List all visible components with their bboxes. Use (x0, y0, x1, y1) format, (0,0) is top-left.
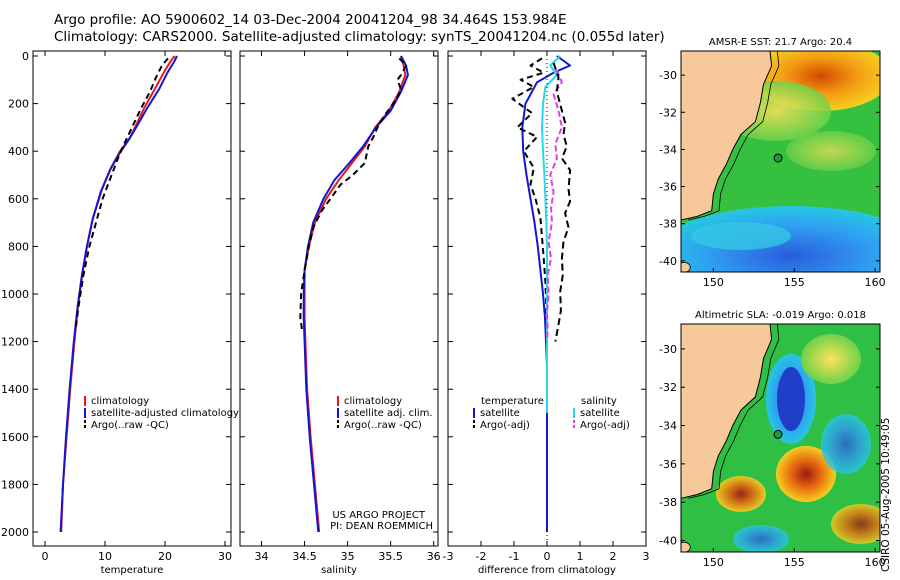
series-line-argo-raw-qc- (74, 57, 169, 330)
x-tick-label: -3 (443, 550, 454, 563)
legend-title-salinity: salinity (581, 396, 617, 407)
x-axis-label: difference from climatology (478, 565, 616, 576)
sla-cool-spot (733, 525, 789, 552)
legend-label: satellite adj. clim. (344, 408, 433, 419)
argo-float-marker (773, 429, 783, 439)
map-x-tick-label: 150 (703, 556, 724, 569)
map-x-tick-label: 160 (865, 556, 886, 569)
map-y-tick-label: -36 (659, 181, 677, 194)
map-title: Altimetric SLA: -0.019 Argo: 0.018 (695, 310, 866, 321)
x-tick-label: 35.5 (378, 550, 403, 563)
x-tick-label: 0 (42, 550, 49, 563)
shelf-contour (688, 51, 780, 221)
shelf-contour (688, 324, 780, 499)
sla-warm-spot (831, 504, 880, 544)
legend-label: Argo(..raw -QC) (91, 420, 169, 431)
y-tick-label: 1000 (1, 288, 29, 301)
map-y-tick-label: -36 (659, 458, 677, 471)
legend-label: Argo(..raw -QC) (344, 420, 422, 431)
sla-cool-spot (821, 414, 871, 474)
map-y-tick-label: -32 (659, 381, 677, 394)
x-tick-label: 1 (577, 550, 584, 563)
y-tick-label: 1800 (1, 478, 29, 491)
y-tick-label: 1200 (1, 336, 29, 349)
x-tick-label: 10 (98, 550, 112, 563)
plot-frame (239, 50, 439, 547)
legend-label: satellite (480, 408, 520, 419)
x-tick-label: 3 (643, 550, 650, 563)
map-y-tick-label: -38 (659, 218, 677, 231)
map-x-tick-label: 155 (784, 276, 805, 289)
y-tick-label: 600 (8, 193, 29, 206)
x-tick-label: 34 (255, 550, 269, 563)
legend-label: climatology (91, 396, 149, 407)
map-frame (680, 323, 881, 553)
map-y-tick-label: -40 (659, 535, 677, 548)
y-tick-label: 1400 (1, 383, 29, 396)
x-tick-label: -1 (509, 550, 520, 563)
x-tick-label: 35 (341, 550, 355, 563)
land-mass (681, 51, 773, 221)
legend-title-temperature: temperature (481, 396, 544, 407)
series-line-argo-salinity-raw (552, 62, 572, 342)
series-line-satellite-adjusted-climatology (59, 55, 178, 533)
sla-eddy-core (777, 367, 805, 431)
map-x-tick-label: 160 (865, 276, 886, 289)
island (681, 541, 691, 552)
y-tick-label: 400 (8, 145, 29, 158)
map-y-tick-label: -40 (659, 255, 677, 268)
legend-label: climatology (344, 396, 402, 407)
x-tick-label: 30 (218, 550, 232, 563)
y-tick-label: 2000 (1, 526, 29, 539)
plot-frame (32, 50, 232, 547)
y-tick-label: 200 (8, 98, 29, 111)
argo-float-marker (773, 153, 783, 163)
sla-map-field (681, 324, 880, 552)
figure-title-line1: Argo profile: AO 5900602_14 03-Dec-2004 … (54, 12, 567, 28)
legend-label: satellite-adjusted climatology (91, 408, 239, 419)
y-tick-label: 800 (8, 240, 29, 253)
x-tick-label: 20 (158, 550, 172, 563)
x-axis-label: temperature (101, 565, 164, 576)
land-mass (681, 324, 773, 499)
x-tick-label: -2 (476, 550, 487, 563)
sla-warm-patch (801, 334, 861, 384)
series-line-salinity-argo-adj- (546, 69, 563, 342)
y-tick-label: 1600 (1, 431, 29, 444)
x-axis-label: salinity (321, 565, 357, 576)
map-y-tick-label: -30 (659, 69, 677, 82)
sla-anticyclonic-eddy (776, 446, 836, 502)
map-x-tick-label: 150 (703, 276, 724, 289)
annotation-pi: PI: DEAN ROEMMICH (330, 521, 433, 532)
map-frame (680, 50, 881, 273)
map-y-tick-label: -38 (659, 496, 677, 509)
legend-label: satellite (580, 408, 620, 419)
map-x-tick-label: 155 (784, 556, 805, 569)
x-tick-label: 36 (427, 550, 441, 563)
annotation-project: US ARGO PROJECT (332, 510, 426, 521)
x-tick-label: 34.5 (292, 550, 317, 563)
map-title: AMSR-E SST: 21.7 Argo: 20.4 (709, 37, 852, 48)
map-y-tick-label: -34 (659, 420, 677, 433)
sst-warm-patch (786, 131, 876, 171)
legend-label: Argo(-adj) (480, 420, 530, 431)
sla-warm-spot (716, 476, 766, 512)
map-y-tick-label: -30 (659, 343, 677, 356)
x-tick-label: 0 (544, 550, 551, 563)
sst-cool-band (691, 222, 791, 250)
series-line-temperature-argo-adj- (511, 57, 548, 330)
y-tick-label: 0 (22, 50, 29, 63)
map-y-tick-label: -34 (659, 143, 677, 156)
legend-label: Argo(-adj) (580, 420, 630, 431)
island (681, 261, 691, 272)
sst-map-field (681, 51, 880, 272)
series-line-temperature-satellite (521, 55, 572, 532)
figure-title-line2: Climatology: CARS2000. Satellite-adjuste… (54, 29, 665, 45)
x-tick-label: 2 (610, 550, 617, 563)
map-y-tick-label: -32 (659, 106, 677, 119)
